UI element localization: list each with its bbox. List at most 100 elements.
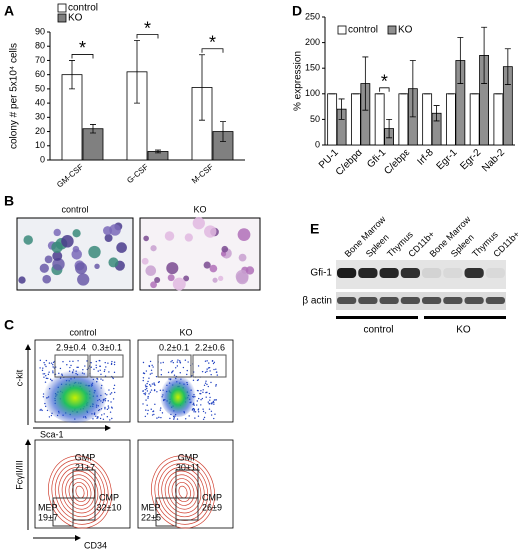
event-dot bbox=[174, 367, 177, 369]
event-dot bbox=[142, 403, 144, 405]
event-dot bbox=[187, 361, 189, 363]
event-dot bbox=[69, 360, 71, 362]
cell bbox=[42, 274, 52, 284]
event-dot bbox=[110, 406, 113, 408]
event-dot bbox=[186, 369, 188, 372]
error-bar bbox=[409, 60, 416, 118]
event-dot bbox=[169, 417, 171, 420]
y-tick-label: 90 bbox=[35, 26, 45, 36]
gate bbox=[54, 354, 89, 378]
event-dot bbox=[215, 399, 217, 401]
error-bar bbox=[433, 105, 440, 122]
event-dot bbox=[159, 407, 162, 409]
event-dot bbox=[206, 368, 208, 370]
error-bar bbox=[481, 26, 488, 84]
error-bar bbox=[338, 98, 345, 120]
band bbox=[358, 268, 378, 278]
population-value: 19±7 bbox=[38, 512, 58, 522]
annotation: * bbox=[144, 18, 151, 38]
event-dot bbox=[210, 373, 212, 376]
event-dot bbox=[202, 408, 204, 410]
bar bbox=[422, 93, 433, 146]
event-dot bbox=[107, 400, 109, 402]
event-dot bbox=[176, 365, 179, 367]
legend-swatch bbox=[57, 13, 67, 23]
error-bar bbox=[220, 121, 226, 142]
contour bbox=[168, 474, 198, 510]
event-dot bbox=[144, 393, 146, 396]
cell bbox=[23, 235, 33, 245]
panel-letter: D bbox=[292, 3, 302, 19]
event-dot bbox=[211, 360, 214, 362]
cell bbox=[192, 217, 205, 230]
event-dot bbox=[99, 369, 101, 371]
event-dot bbox=[154, 403, 156, 406]
event-dot bbox=[144, 384, 147, 386]
event-dot bbox=[206, 360, 208, 362]
event-dot bbox=[107, 407, 110, 409]
legend-swatch bbox=[57, 3, 67, 13]
bracket bbox=[71, 54, 94, 59]
contour bbox=[161, 466, 205, 518]
event-dot bbox=[202, 418, 205, 420]
event-dot bbox=[150, 389, 153, 391]
cell bbox=[18, 276, 26, 284]
event-dot bbox=[203, 416, 206, 419]
gate bbox=[192, 354, 227, 378]
error-bar bbox=[457, 37, 464, 84]
error-bar bbox=[90, 124, 96, 134]
event-dot bbox=[43, 361, 45, 364]
event-dot bbox=[52, 361, 55, 364]
gate-label: 0.2±0.1 bbox=[159, 342, 189, 352]
event-dot bbox=[99, 417, 102, 420]
event-dot bbox=[95, 364, 97, 366]
band bbox=[400, 268, 420, 278]
event-dot bbox=[72, 360, 74, 363]
event-dot bbox=[209, 396, 211, 399]
bar bbox=[398, 93, 409, 146]
bar bbox=[445, 93, 456, 146]
cell bbox=[212, 277, 218, 283]
y-tick-label: 30 bbox=[35, 112, 45, 122]
event-dot bbox=[209, 403, 211, 405]
bar bbox=[469, 93, 480, 146]
cell bbox=[167, 274, 175, 282]
event-dot bbox=[47, 377, 49, 380]
event-dot bbox=[105, 366, 107, 368]
event-dot bbox=[179, 362, 182, 364]
panel-letter: E bbox=[310, 221, 319, 237]
event-dot bbox=[104, 361, 106, 364]
event-dot bbox=[160, 416, 162, 419]
event-dot bbox=[90, 362, 92, 364]
event-dot bbox=[179, 372, 181, 374]
bracket bbox=[379, 87, 390, 92]
event-dot bbox=[77, 360, 79, 362]
density bbox=[160, 373, 196, 417]
panel-letter: C bbox=[4, 317, 14, 333]
event-dot bbox=[107, 405, 110, 407]
event-dot bbox=[204, 360, 207, 362]
event-dot bbox=[214, 413, 216, 415]
band bbox=[464, 297, 484, 304]
event-dot bbox=[210, 410, 213, 412]
event-dot bbox=[207, 401, 210, 403]
bar bbox=[374, 93, 385, 146]
event-dot bbox=[44, 364, 46, 366]
event-dot bbox=[142, 377, 145, 379]
event-dot bbox=[156, 417, 158, 419]
cell bbox=[184, 233, 193, 242]
event-dot bbox=[188, 415, 190, 417]
image-label: control bbox=[61, 204, 88, 214]
cell bbox=[88, 245, 101, 259]
cell bbox=[150, 245, 157, 252]
event-dot bbox=[198, 397, 200, 400]
event-dot bbox=[205, 380, 207, 382]
cell bbox=[108, 257, 119, 268]
event-dot bbox=[150, 408, 152, 410]
cell bbox=[183, 275, 190, 282]
event-dot bbox=[146, 404, 148, 406]
band bbox=[422, 268, 442, 278]
legend-label: KO bbox=[68, 13, 83, 24]
event-dot bbox=[147, 397, 149, 399]
band bbox=[464, 268, 484, 278]
